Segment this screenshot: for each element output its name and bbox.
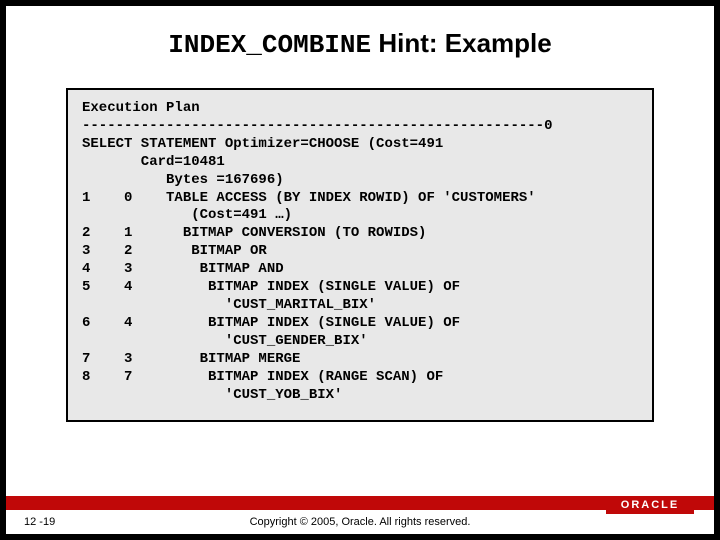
plan-line: 'CUST_YOB_BIX'	[82, 387, 342, 403]
plan-line: 8 7 BITMAP INDEX (RANGE SCAN) OF	[82, 369, 443, 385]
execution-plan-box: Execution Plan -------------------------…	[66, 88, 654, 422]
plan-line: 5 4 BITMAP INDEX (SINGLE VALUE) OF	[82, 279, 460, 295]
plan-header: Execution Plan	[82, 100, 200, 116]
slide-container: INDEX_COMBINE Hint: Example Execution Pl…	[6, 6, 714, 534]
plan-line: 1 0 TABLE ACCESS (BY INDEX ROWID) OF 'CU…	[82, 190, 536, 206]
oracle-logo: ORACLE	[606, 496, 694, 514]
copyright-text: Copyright © 2005, Oracle. All rights res…	[6, 516, 714, 528]
plan-line: 6 4 BITMAP INDEX (SINGLE VALUE) OF	[82, 315, 460, 331]
footer-area: 12 -19 Copyright © 2005, Oracle. All rig…	[6, 496, 714, 534]
plan-line: 'CUST_GENDER_BIX'	[82, 333, 368, 349]
plan-line: Card=10481	[82, 154, 225, 170]
plan-divider: ----------------------------------------…	[82, 118, 552, 134]
plan-line: 2 1 BITMAP CONVERSION (TO ROWIDS)	[82, 225, 426, 241]
slide-title: INDEX_COMBINE Hint: Example	[6, 28, 714, 60]
plan-line: 'CUST_MARITAL_BIX'	[82, 297, 376, 313]
plan-line: 7 3 BITMAP MERGE	[82, 351, 300, 367]
plan-line: 3 2 BITMAP OR	[82, 243, 267, 259]
title-monospace-part: INDEX_COMBINE	[168, 30, 371, 60]
plan-line: Bytes =167696)	[82, 172, 284, 188]
plan-line: SELECT STATEMENT Optimizer=CHOOSE (Cost=…	[82, 136, 443, 152]
plan-line: 4 3 BITMAP AND	[82, 261, 284, 277]
plan-line: (Cost=491 …)	[82, 207, 292, 223]
title-rest: Hint: Example	[371, 28, 552, 58]
